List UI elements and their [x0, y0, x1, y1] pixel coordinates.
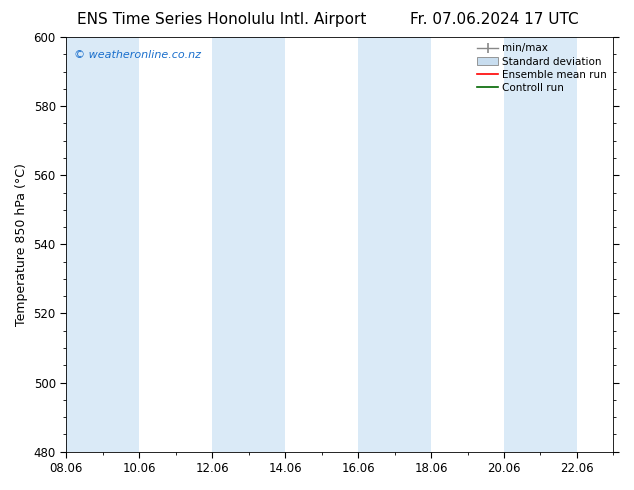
Y-axis label: Temperature 850 hPa (°C): Temperature 850 hPa (°C): [15, 163, 28, 326]
Text: © weatheronline.co.nz: © weatheronline.co.nz: [74, 49, 202, 60]
Bar: [358, 37, 431, 452]
Legend: min/max, Standard deviation, Ensemble mean run, Controll run: min/max, Standard deviation, Ensemble me…: [473, 39, 611, 97]
Bar: [212, 37, 285, 452]
Text: Fr. 07.06.2024 17 UTC: Fr. 07.06.2024 17 UTC: [410, 12, 579, 27]
Bar: [66, 37, 139, 452]
Text: ENS Time Series Honolulu Intl. Airport: ENS Time Series Honolulu Intl. Airport: [77, 12, 366, 27]
Bar: [504, 37, 577, 452]
